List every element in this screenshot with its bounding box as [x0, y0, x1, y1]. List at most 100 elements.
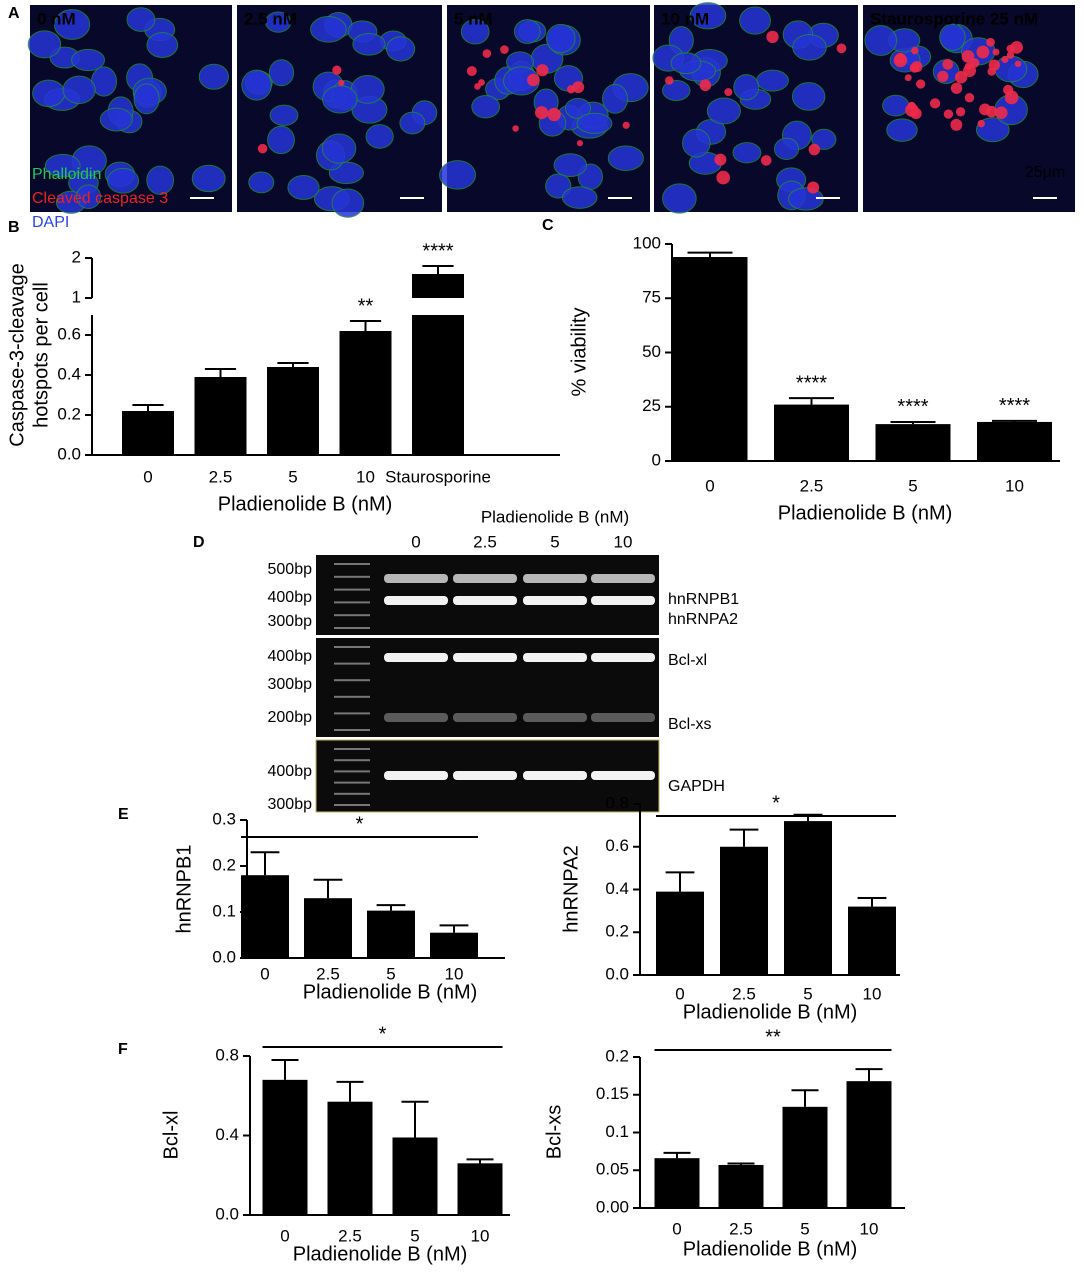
ladder-band: [334, 662, 370, 665]
significance: *: [379, 1023, 387, 1045]
bar: [262, 1079, 308, 1215]
panel-letter: D: [193, 534, 205, 551]
y-tick-label: 0.0: [57, 444, 81, 463]
marker-label: 500bp: [268, 561, 313, 578]
caspase-spot: [724, 88, 733, 97]
band-label: GAPDH: [668, 778, 725, 795]
band: [384, 653, 448, 662]
x-tick-label: 10: [1005, 476, 1024, 495]
bar: [977, 421, 1052, 461]
ladder-band: [334, 712, 370, 715]
x-tick-label: 0: [260, 964, 269, 983]
stain-label: DAPI: [32, 214, 69, 231]
x-tick-label: 0: [280, 1226, 289, 1245]
caspase-spot: [1001, 55, 1009, 64]
x-axis-label: Pladienolide B (nM): [683, 1001, 858, 1023]
caspase-spot: [905, 103, 919, 117]
y-tick-label: 1: [72, 287, 81, 306]
bar: [327, 1101, 373, 1215]
cell-nucleus: [662, 80, 691, 102]
ladder-band: [334, 614, 370, 617]
x-tick-label: 5: [803, 984, 812, 1003]
image-label: 0 nM: [37, 9, 76, 28]
caspase-spot: [955, 107, 966, 117]
band: [384, 713, 448, 722]
cell-nucleus: [269, 104, 299, 126]
y-axis-label: Caspase-3-cleavage: [6, 263, 28, 446]
caspase-spot: [807, 181, 820, 194]
marker-label: 400bp: [268, 648, 313, 665]
cell-nucleus: [792, 33, 827, 61]
x-tick-label: Staurosporine: [385, 467, 491, 486]
band: [453, 713, 517, 722]
caspase-spot: [466, 66, 477, 77]
cell-nucleus: [268, 59, 295, 87]
cell-nucleus: [882, 94, 910, 117]
caspase-spot: [961, 50, 975, 63]
y-axis-label: hnRNPB1: [173, 845, 195, 934]
band: [591, 653, 655, 662]
cell-nucleus: [662, 183, 697, 214]
x-tick-label: 5: [800, 1219, 809, 1238]
x-axis-label: Pladienolide B (nM): [303, 981, 478, 1003]
caspase-spot: [716, 170, 731, 185]
y-axis-label: % viability: [568, 308, 590, 397]
cell-nucleus: [321, 133, 357, 164]
stain-label: Phalloidin: [32, 166, 101, 183]
cell-nucleus: [71, 48, 106, 72]
bar: [875, 424, 951, 461]
cell-nucleus: [241, 69, 272, 101]
x-tick-label: 5: [908, 476, 917, 495]
x-tick-label: 10: [356, 467, 375, 486]
caspase-spot: [992, 48, 1000, 56]
caspase-spot: [699, 79, 712, 92]
caspase-spot: [1006, 51, 1015, 59]
cell-nucleus: [439, 160, 477, 190]
ladder-band: [334, 759, 370, 762]
y-tick-label: 0.2: [57, 404, 81, 423]
marker-label: 400bp: [268, 589, 313, 606]
cell-nucleus: [545, 23, 576, 54]
x-axis-label: Pladienolide B (nM): [218, 493, 393, 515]
cell-nucleus: [561, 186, 598, 209]
cell-nucleus: [994, 55, 1028, 83]
significance: ****: [796, 372, 827, 394]
caspase-spot: [950, 118, 963, 131]
y-axis-label: Bcl-xs: [543, 1105, 565, 1159]
image-label: 5 nM: [454, 9, 493, 28]
cell-nucleus: [811, 128, 837, 150]
caspase-spot: [911, 61, 923, 73]
ladder-band: [334, 770, 370, 773]
bar: [784, 821, 832, 975]
x-tick-label: 0: [705, 476, 714, 495]
caspase-spot: [943, 109, 954, 119]
cell-nucleus: [27, 30, 62, 59]
gel-blot: [316, 555, 659, 635]
x-axis-label: Pladienolide B (nM): [683, 1238, 858, 1260]
band: [453, 596, 517, 605]
band: [453, 653, 517, 662]
cell-nucleus: [553, 153, 588, 178]
cell-nucleus: [670, 52, 702, 75]
x-tick-label: 10: [471, 1226, 490, 1245]
ladder-band: [334, 679, 370, 682]
x-axis-label: Pladienolide B (nM): [778, 502, 953, 524]
caspase-spot: [976, 45, 990, 59]
band: [523, 596, 587, 605]
caspase-spot: [904, 74, 912, 82]
caspase-spot: [332, 65, 342, 75]
x-tick-label: 0: [675, 984, 684, 1003]
caspase-spot: [964, 93, 975, 103]
ladder-band: [334, 804, 370, 806]
cell-nucleus: [44, 153, 81, 178]
y-tick-label: 0.05: [596, 1160, 629, 1179]
significance: ****: [999, 395, 1030, 417]
cell-nucleus: [99, 107, 133, 132]
cell-nucleus: [287, 174, 320, 200]
caspase-spot: [979, 103, 991, 116]
caspase-spot: [478, 79, 485, 86]
y-axis-label: Bcl-xl: [160, 1111, 182, 1160]
panel-letter: A: [8, 5, 20, 22]
ladder-band: [334, 729, 370, 731]
